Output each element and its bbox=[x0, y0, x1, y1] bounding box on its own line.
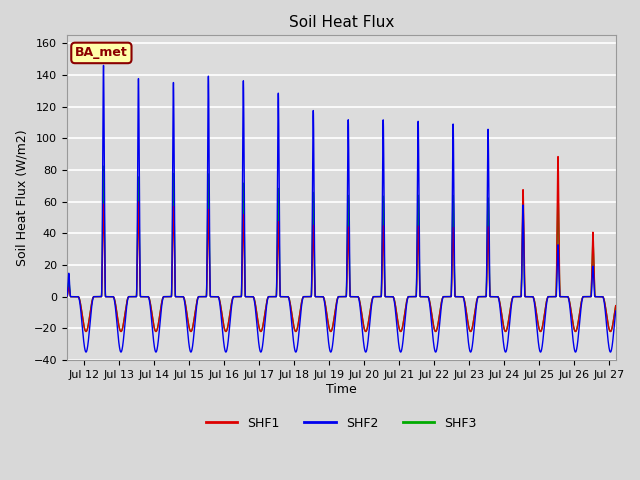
X-axis label: Time: Time bbox=[326, 383, 356, 396]
Text: BA_met: BA_met bbox=[75, 47, 128, 60]
Y-axis label: Soil Heat Flux (W/m2): Soil Heat Flux (W/m2) bbox=[15, 129, 28, 266]
Legend: SHF1, SHF2, SHF3: SHF1, SHF2, SHF3 bbox=[201, 412, 482, 435]
Title: Soil Heat Flux: Soil Heat Flux bbox=[289, 15, 394, 30]
